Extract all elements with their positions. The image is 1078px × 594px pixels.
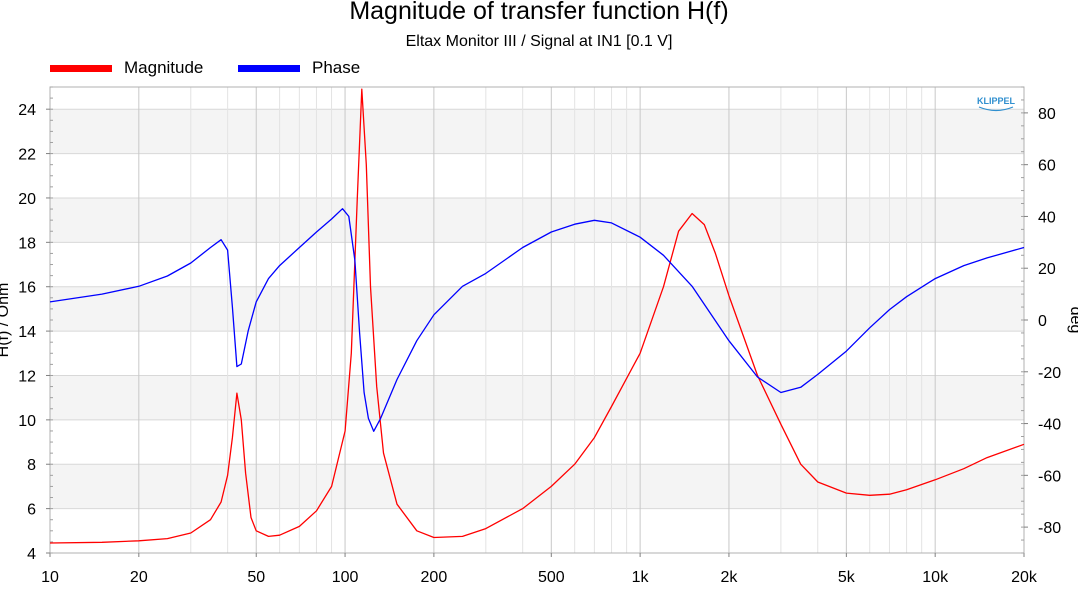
y-left-tick-label: 12 <box>18 368 36 385</box>
x-tick-label: 2k <box>720 569 738 586</box>
x-tick-label: 20k <box>1011 569 1038 586</box>
chart-title: Magnitude of transfer function H(f) <box>349 0 729 25</box>
y-right-tick-label: 80 <box>1038 106 1056 123</box>
y-left-tick-label: 14 <box>18 324 36 341</box>
y-left-tick-label: 16 <box>18 280 36 297</box>
y-left-tick-label: 6 <box>27 502 36 519</box>
legend-label-phase: Phase <box>312 58 361 77</box>
ylabel-left: H(f) / Ohm <box>0 283 12 358</box>
y-left-tick-label: 18 <box>18 235 36 252</box>
grid-lines <box>49 87 1025 554</box>
grid-band <box>50 286 1024 332</box>
klippel-logo-arc <box>978 106 1014 112</box>
y-left-tick-label: 10 <box>18 413 36 430</box>
klippel-logo: KLIPPEL <box>977 96 1016 106</box>
y-left-tick-label: 8 <box>27 457 36 474</box>
chart-subtitle: Eltax Monitor III / Signal at IN1 [0.1 V… <box>405 33 673 50</box>
axis-ticks: 10 20 50 100 200 500 1k 2k 5k 10k 20k4681012141618… <box>18 86 1061 586</box>
y-left-tick-label: 24 <box>18 102 36 119</box>
series-line-magnitude <box>49 88 1025 544</box>
x-tick-label: 10k <box>922 569 949 586</box>
legend-item-magnitude: Magnitude <box>50 58 203 78</box>
grid-band <box>50 197 1024 243</box>
x-tick-label: 20 <box>130 569 148 586</box>
y-right-tick-label: -80 <box>1038 520 1061 537</box>
y-right-tick-label: -20 <box>1038 365 1061 382</box>
y-left-tick-label: 20 <box>18 191 36 208</box>
y-left-tick-label: 22 <box>18 147 36 164</box>
legend-item-phase: Phase <box>238 58 360 78</box>
ylabel-right: deg <box>1067 307 1078 334</box>
x-tick-label: 500 <box>538 569 565 586</box>
x-tick-label: 100 <box>332 569 359 586</box>
y-right-tick-label: -40 <box>1038 417 1061 434</box>
x-tick-label: 10 <box>41 569 59 586</box>
grid-band <box>50 464 1024 509</box>
x-tick-label: 50 <box>247 569 265 586</box>
series-line-phase <box>49 208 1025 432</box>
y-right-tick-label: 0 <box>1038 313 1047 330</box>
legend-swatch-phase <box>238 64 300 72</box>
x-tick-label: 200 <box>421 569 448 586</box>
grid-band <box>50 109 1024 154</box>
series-lines <box>49 88 1025 544</box>
grid-band <box>50 375 1024 420</box>
y-right-tick-label: -60 <box>1038 468 1061 485</box>
y-left-tick-label: 4 <box>27 546 36 563</box>
x-tick-label: 5k <box>838 569 856 586</box>
y-right-tick-label: 20 <box>1038 261 1056 278</box>
y-right-tick-label: 60 <box>1038 158 1056 175</box>
x-tick-label: 1k <box>632 569 650 586</box>
legend-swatch-magnitude <box>50 64 112 72</box>
legend-label-magnitude: Magnitude <box>124 58 204 77</box>
y-right-tick-label: 40 <box>1038 209 1056 226</box>
